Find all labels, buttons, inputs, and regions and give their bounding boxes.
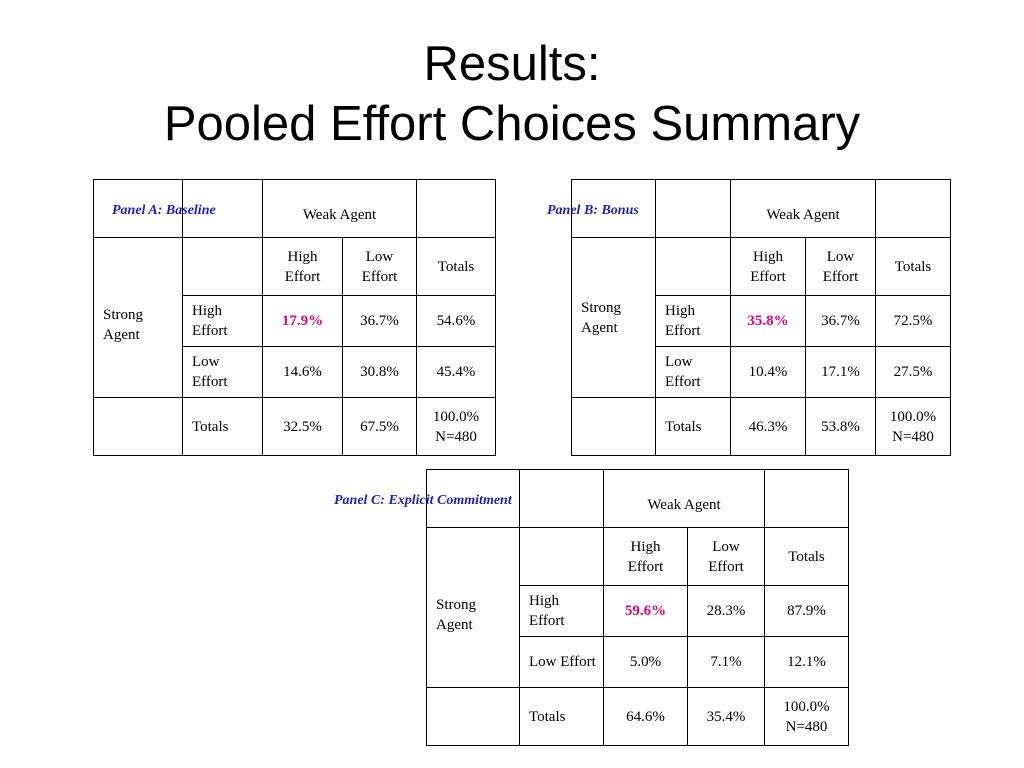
panel-c-label: Panel C: Explicit Commitment	[334, 493, 512, 508]
panel-a-corner-cell	[93, 179, 183, 238]
panel-c-grand-total: 100.0%	[783, 698, 830, 715]
panel-a-blank-cell	[416, 179, 497, 238]
panel-a-cell-low-high: 14.6%	[262, 346, 343, 398]
panel-a-cell-high-total: 54.6%	[416, 295, 497, 347]
panel-a-weak-agent-header: Weak Agent	[261, 179, 418, 238]
panel-c-row-label-low: Low Effort	[519, 636, 604, 688]
panel-a-cell-high-low: 36.7%	[341, 295, 418, 347]
panel-a-totals-label: Totals	[182, 397, 263, 456]
panel-c-cell-low-low: 7.1%	[686, 636, 766, 688]
panel-b-blank-cell	[655, 237, 731, 296]
panel-a-col-header-totals: Totals	[416, 237, 497, 296]
panel-b-total-low: 53.8%	[804, 397, 877, 456]
panel-b-blank-cell	[875, 179, 952, 238]
panel-c-blank-cell	[519, 527, 604, 586]
panel-a-cell-low-low: 30.8%	[341, 346, 418, 398]
panel-b-label: Panel B: Bonus	[547, 203, 639, 218]
panel-a-total-low: 67.5%	[341, 397, 418, 456]
panel-c-weak-agent-header: Weak Agent	[602, 469, 766, 528]
panel-a-cell-low-total: 45.4%	[416, 346, 497, 398]
panel-b-col-header-high: High Effort	[730, 237, 806, 296]
panel-b-grand-total: 100.0%	[889, 408, 937, 425]
panel-c-cell-low-high: 5.0%	[603, 636, 688, 688]
panel-c-table: Weak Agent Strong Agent High Effort Low …	[426, 469, 850, 746]
panel-c-cell-high-high: 59.6%	[603, 585, 688, 637]
panel-a-blank-cell	[182, 237, 263, 296]
panel-c-sample-size: N=480	[785, 718, 828, 735]
panel-a-total-high: 32.5%	[262, 397, 343, 456]
panel-c-col-header-totals: Totals	[764, 527, 850, 586]
panel-b-col-header-totals: Totals	[875, 237, 952, 296]
panel-a-table: Weak Agent Strong Agent High Effort Low …	[93, 179, 497, 456]
panel-a-row-label-low: Low Effort	[182, 346, 263, 398]
panel-b-cell-low-high: 10.4%	[730, 346, 806, 398]
panel-a-blank-cell	[93, 397, 183, 456]
panel-c-total-high: 64.6%	[603, 687, 688, 746]
panel-b-col-header-low: Low Effort	[804, 237, 877, 296]
panel-c-cell-low-total: 12.1%	[764, 636, 850, 688]
panel-c-blank-cell	[426, 687, 520, 746]
panel-b-total-high: 46.3%	[730, 397, 806, 456]
panel-b-cell-high-high: 35.8%	[730, 295, 806, 347]
panel-a-cell-high-high: 17.9%	[262, 295, 343, 347]
panel-c-strong-agent-header: Strong Agent	[426, 527, 520, 688]
panel-b-sample-size: N=480	[892, 428, 934, 445]
panel-c-totals-label: Totals	[519, 687, 604, 746]
panel-b-row-label-high: High Effort	[655, 295, 731, 347]
panel-a-col-header-high: High Effort	[262, 237, 343, 296]
panel-a-sample-size: N=480	[435, 428, 477, 445]
slide-title: Results: Pooled Effort Choices Summary	[0, 34, 1024, 154]
panel-b-cell-high-total: 72.5%	[875, 295, 952, 347]
panel-c-cell-high-total: 87.9%	[764, 585, 850, 637]
panel-b-blank-cell	[571, 397, 656, 456]
title-line-2: Pooled Effort Choices Summary	[163, 97, 861, 151]
panel-b-cell-low-low: 17.1%	[804, 346, 877, 398]
panel-b-corner-cell	[571, 179, 656, 238]
panel-c-col-header-high: High Effort	[603, 527, 688, 586]
panel-b-strong-agent-header: Strong Agent	[571, 237, 656, 398]
panel-a-grand-total: 100.0%	[432, 408, 480, 425]
panel-b-cell-high-low: 36.7%	[804, 295, 877, 347]
panel-b-blank-cell	[655, 179, 731, 238]
panel-b-table: Weak Agent Strong Agent High Effort Low …	[571, 179, 952, 456]
panel-c-row-label-high: High Effort	[519, 585, 604, 637]
panel-b-totals-label: Totals	[655, 397, 731, 456]
panel-c-col-header-low: Low Effort	[686, 527, 766, 586]
panel-a-row-label-high: High Effort	[182, 295, 263, 347]
panel-c-grand-total-cell: 100.0% N=480	[764, 687, 850, 746]
panel-c-blank-cell	[519, 469, 604, 528]
panel-b-cell-low-total: 27.5%	[875, 346, 952, 398]
panel-c-total-low: 35.4%	[686, 687, 766, 746]
panel-b-grand-total-cell: 100.0% N=480	[875, 397, 952, 456]
panel-c-blank-cell	[764, 469, 850, 528]
panel-a-strong-agent-header: Strong Agent	[93, 237, 183, 398]
panel-a-col-header-low: Low Effort	[341, 237, 418, 296]
panel-a-grand-total-cell: 100.0% N=480	[416, 397, 497, 456]
panel-c-cell-high-low: 28.3%	[686, 585, 766, 637]
title-line-1: Results:	[423, 37, 601, 91]
panel-b-weak-agent-header: Weak Agent	[729, 179, 877, 238]
panel-a-label: Panel A: Baseline	[112, 203, 216, 218]
panel-b-row-label-low: Low Effort	[655, 346, 731, 398]
